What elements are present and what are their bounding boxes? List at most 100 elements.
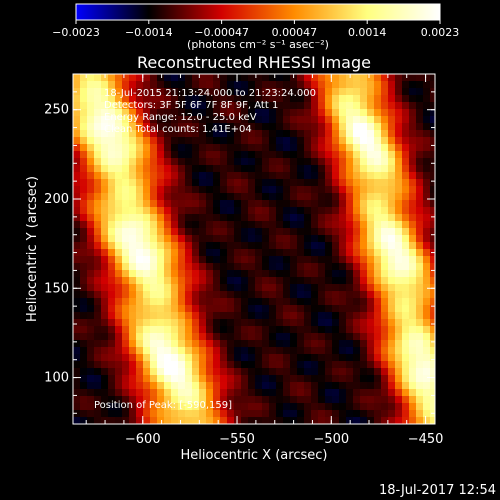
heatmap-cell [374,284,382,292]
heatmap-cell [381,340,389,348]
heatmap-cell [367,298,375,306]
heatmap-cell [297,284,305,292]
heatmap-cell [122,333,130,341]
heatmap-cell [304,291,312,299]
heatmap-cell [241,312,249,320]
heatmap-cell [416,305,424,313]
heatmap-cell [80,326,88,334]
heatmap-cell [248,382,256,390]
heatmap-cell [248,144,256,152]
heatmap-cell [297,130,305,138]
heatmap-cell [192,214,200,222]
heatmap-cell [101,151,109,159]
heatmap-cell [325,186,333,194]
heatmap-cell [297,151,305,159]
heatmap-cell [80,214,88,222]
heatmap-cell [129,144,137,152]
heatmap-cell [115,242,123,250]
heatmap-cell [80,88,88,96]
heatmap-cell [381,410,389,418]
heatmap-cell [325,312,333,320]
heatmap-cell [171,88,179,96]
heatmap-cell [199,277,207,285]
heatmap-cell [290,319,298,327]
heatmap-cell [297,326,305,334]
heatmap-cell [339,221,347,229]
heatmap-cell [171,116,179,124]
heatmap-cell [108,214,116,222]
heatmap-cell [157,403,165,411]
heatmap-cell [276,88,284,96]
heatmap-cell [297,144,305,152]
heatmap-cell [199,249,207,257]
heatmap-cell [318,396,326,404]
heatmap-cell [416,403,424,411]
heatmap-cell [304,137,312,145]
heatmap-cell [108,249,116,257]
heatmap-cell [234,326,242,334]
heatmap-cell [185,417,193,424]
heatmap-cell [101,193,109,201]
heatmap-cell [73,172,81,180]
heatmap-cell [122,340,130,348]
heatmap-cell [129,207,137,215]
heatmap-cell [157,151,165,159]
heatmap-cell [430,221,435,229]
heatmap-cell [227,333,235,341]
heatmap-cell [220,361,228,369]
heatmap-cell [325,179,333,187]
heatmap-cell [395,340,403,348]
heatmap-cell [199,207,207,215]
heatmap-cell [325,123,333,131]
heatmap-cell [115,382,123,390]
heatmap-cell [178,165,186,173]
heatmap-cell [185,81,193,89]
heatmap-cell [73,361,81,369]
heatmap-cell [150,403,158,411]
heatmap-cell [297,417,305,424]
heatmap-cell [241,319,249,327]
heatmap-cell [157,88,165,96]
heatmap-cell [374,102,382,110]
heatmap-cell [206,95,214,103]
heatmap-cell [87,417,95,424]
heatmap-cell [276,389,284,397]
heatmap-cell [241,102,249,110]
heatmap-cell [423,200,431,208]
heatmap-cell [178,354,186,362]
heatmap-cell [304,151,312,159]
heatmap-cell [87,221,95,229]
heatmap-cell [234,263,242,271]
heatmap-cell [262,249,270,257]
heatmap-cell [290,361,298,369]
heatmap-cell [80,200,88,208]
heatmap-cell [262,326,270,334]
heatmap-cell [423,298,431,306]
heatmap-cell [164,333,172,341]
heatmap-cell [213,410,221,418]
heatmap-cell [157,214,165,222]
heatmap-cell [325,291,333,299]
heatmap-cell [129,396,137,404]
heatmap-cell [283,221,291,229]
heatmap-cell [262,361,270,369]
heatmap-cell [269,74,277,82]
heatmap-cell [171,403,179,411]
heatmap-cell [332,256,340,264]
heatmap-cell [115,319,123,327]
heatmap-cell [241,165,249,173]
heatmap-cell [122,193,130,201]
heatmap-cell [241,298,249,306]
heatmap-cell [255,81,263,89]
heatmap-cell [276,347,284,355]
heatmap-cell [290,186,298,194]
annotation-line: Energy Range: 12.0 - 25.0 keV [104,112,257,123]
heatmap-cell [171,130,179,138]
heatmap-cell [318,221,326,229]
heatmap-cell [255,109,263,117]
heatmap-cell [122,417,130,424]
heatmap-cell [87,95,95,103]
heatmap-cell [122,130,130,138]
heatmap-cell [108,158,116,166]
heatmap-cell [269,172,277,180]
